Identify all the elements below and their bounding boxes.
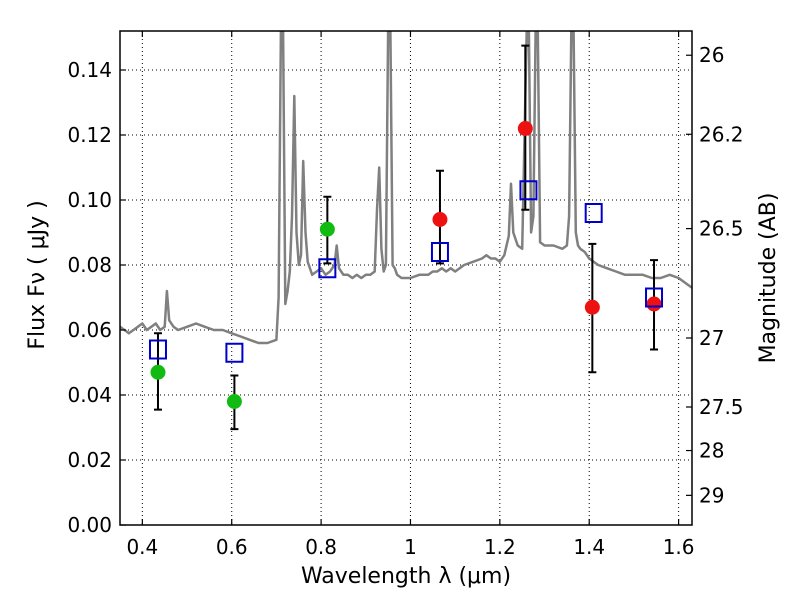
y2-tick-label: 29 — [699, 483, 724, 507]
y2-tick-label: 26 — [699, 43, 724, 67]
data-point-red — [432, 212, 448, 227]
model-spectrum-line — [120, 31, 692, 345]
y2-tick-label: 28 — [699, 439, 724, 463]
data-point-red — [584, 299, 600, 315]
y-tick-label: 0.00 — [67, 513, 112, 537]
y2-tick-label: 26.5 — [699, 217, 744, 241]
y-tick-label: 0.08 — [67, 253, 112, 277]
model-photometry-square — [225, 342, 244, 363]
data-point-green — [319, 221, 335, 237]
tick-layer: 0.4 0.6 0.8 1 1.2 1.4 1.6 0.00 0.02 0.04 0.06 0.08 0… — [67, 31, 744, 559]
x-tick-label: 0.6 — [216, 535, 248, 559]
marker-layer — [148, 121, 664, 409]
y-axis-label: Flux Fν ( μJy ) — [25, 200, 50, 349]
model-photometry-square — [519, 180, 538, 201]
model-photometry-square — [148, 339, 167, 360]
y-tick-label: 0.10 — [67, 188, 112, 212]
model-photometry-square — [645, 287, 664, 308]
data-point-red — [517, 121, 533, 136]
data-point-green — [150, 364, 166, 380]
model-photometry-square — [430, 242, 449, 262]
y-tick-label: 0.02 — [67, 448, 112, 472]
model-spectrum-layer — [120, 31, 692, 345]
x-tick-label: 1.2 — [484, 535, 516, 559]
x-tick-label: 0.4 — [126, 535, 158, 559]
model-photometry-square — [584, 203, 603, 223]
x-tick-label: 0.8 — [305, 535, 337, 559]
y2-axis-label: Magnitude (AB) — [756, 193, 781, 364]
y-tick-label: 0.14 — [67, 58, 112, 82]
model-photometry-square — [318, 258, 337, 279]
plot-frame — [119, 30, 693, 526]
axes — [119, 30, 693, 526]
y-tick-label: 0.12 — [67, 123, 112, 147]
y2-tick-label: 27 — [699, 326, 724, 350]
y2-tick-label: 27.5 — [699, 395, 744, 419]
x-tick-label: 1 — [404, 535, 417, 559]
x-tick-label: 1.6 — [663, 535, 695, 559]
x-axis-label: Wavelength λ (μm) — [301, 564, 511, 589]
y-tick-label: 0.04 — [67, 383, 112, 407]
x-tick-label: 1.4 — [573, 535, 605, 559]
y2-tick-label: 26.2 — [699, 122, 744, 146]
y-tick-label: 0.06 — [67, 318, 112, 342]
data-point-red — [646, 296, 662, 312]
data-point-green — [226, 394, 242, 409]
